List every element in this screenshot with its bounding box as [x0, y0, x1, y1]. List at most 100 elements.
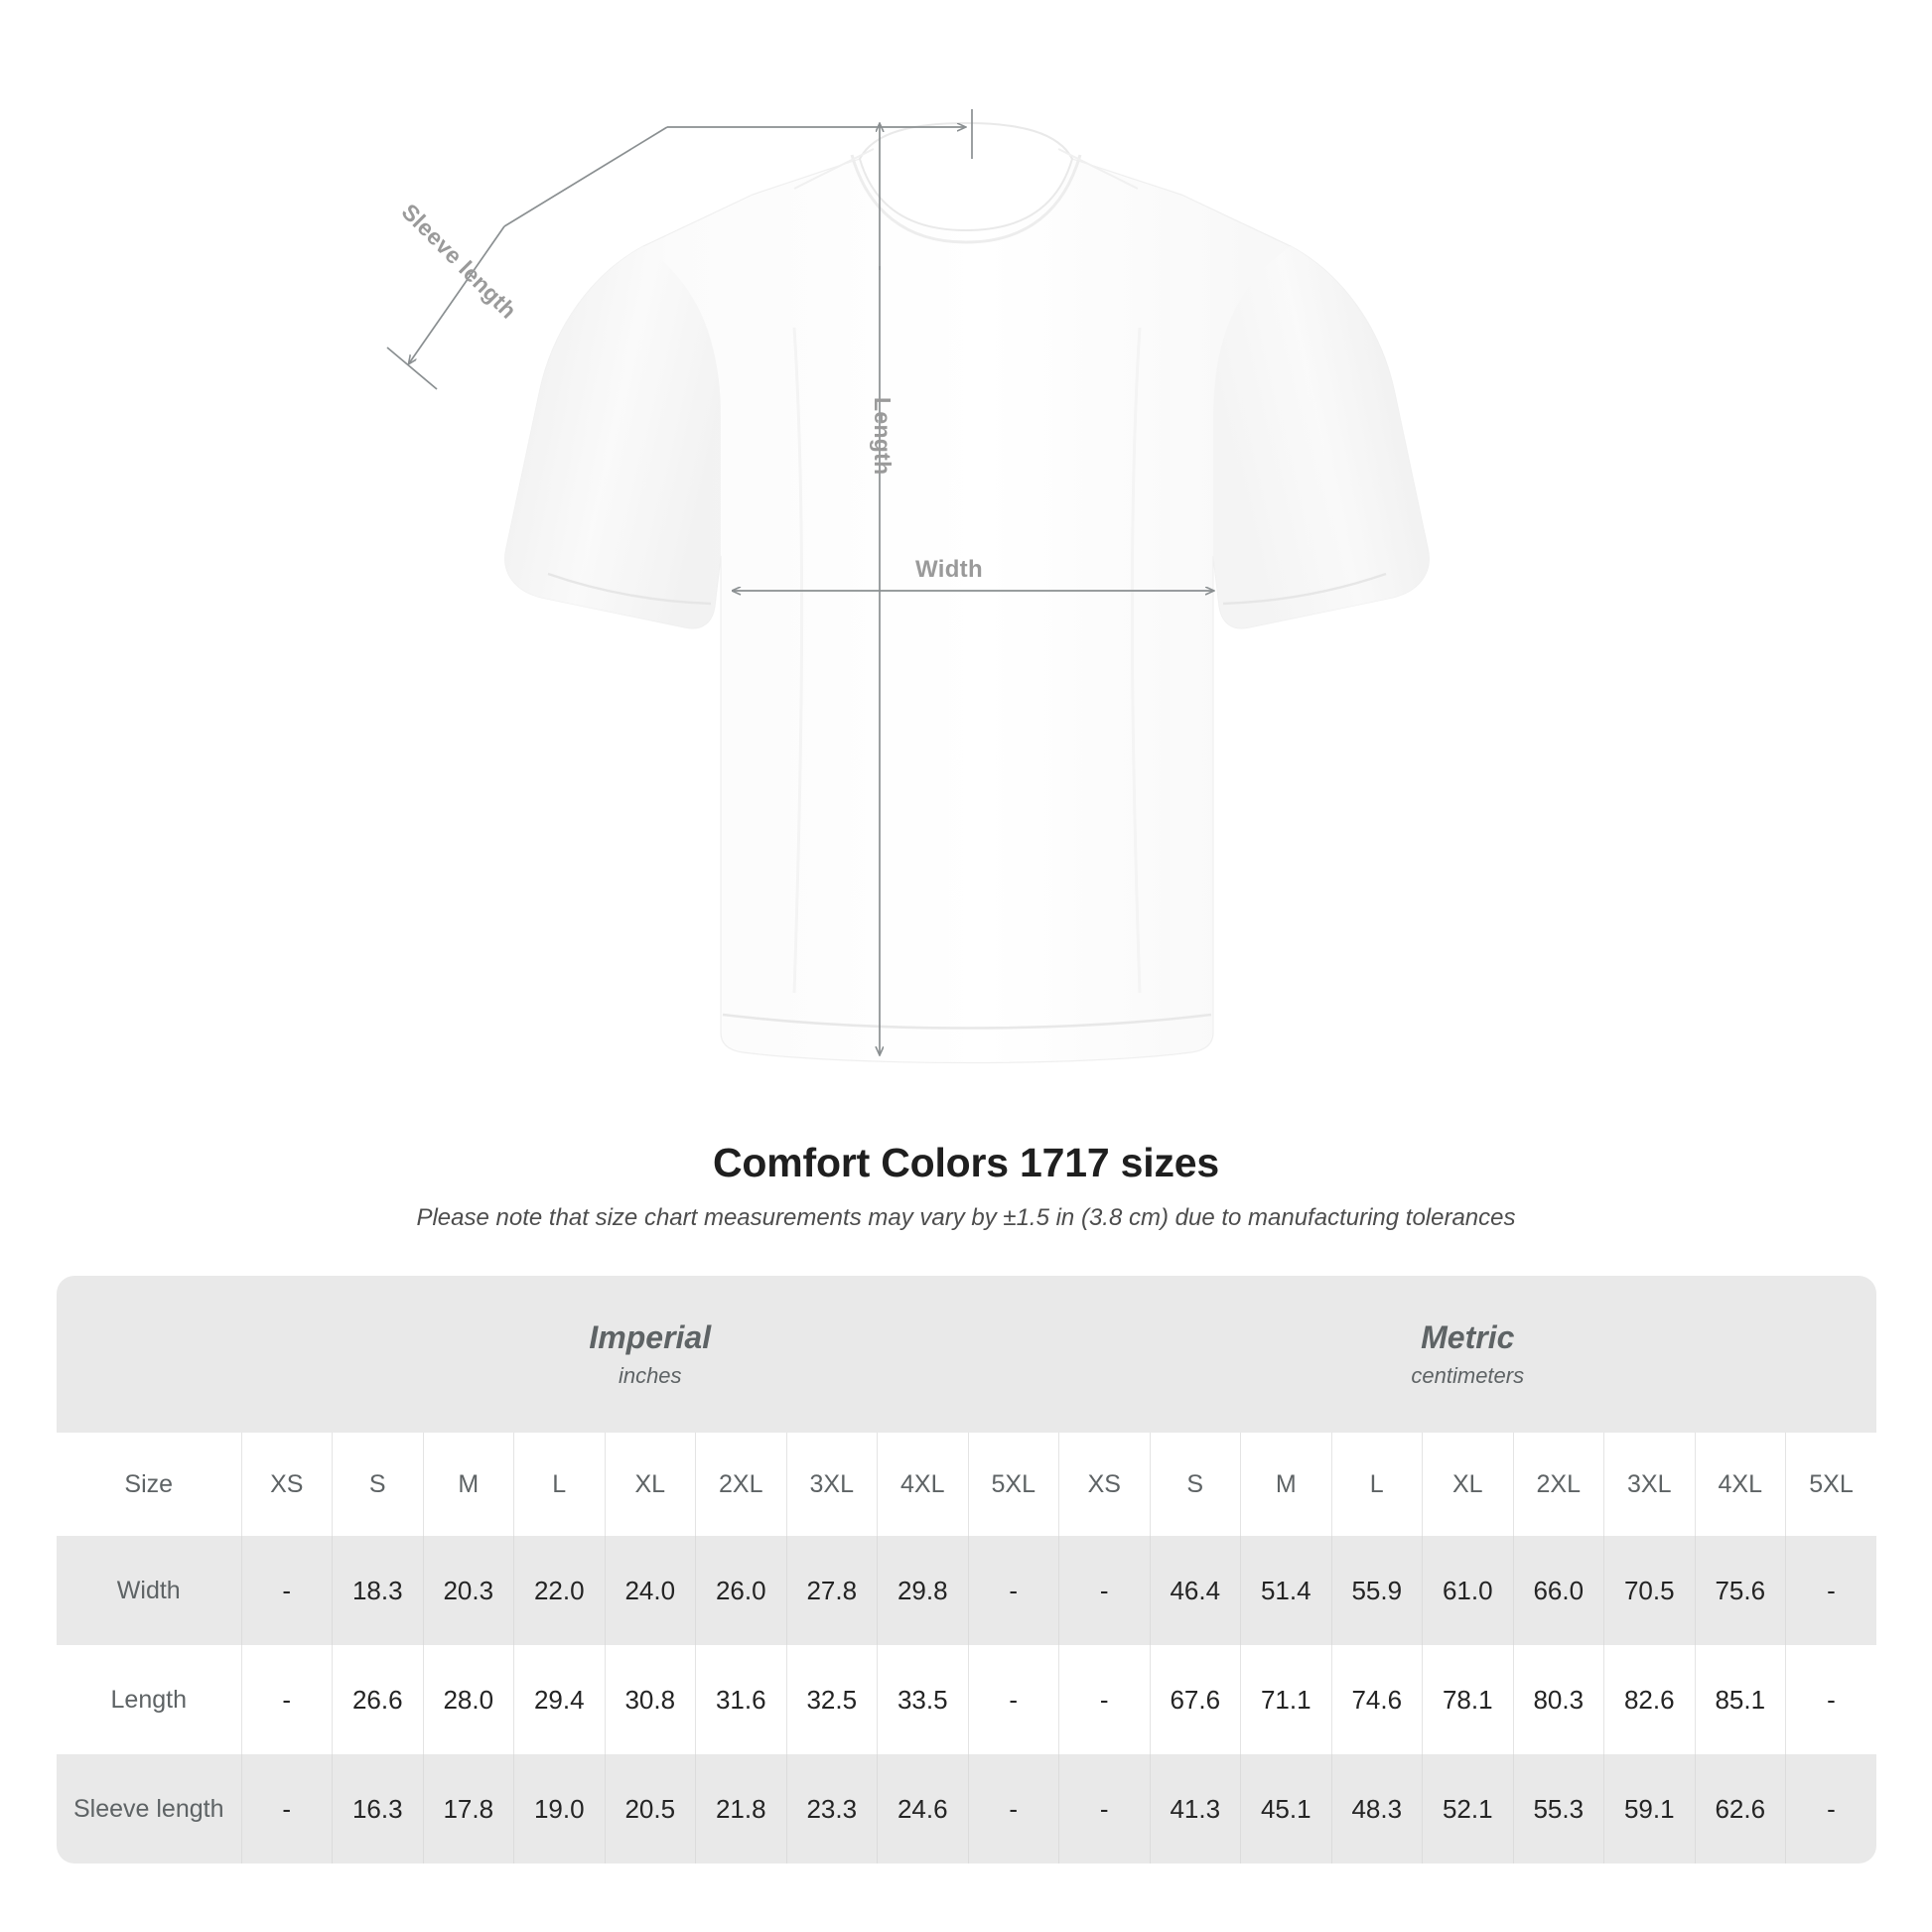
cell-width-metric-s: 46.4 [1149, 1536, 1241, 1645]
cell-length-imperial-xl: 30.8 [604, 1645, 696, 1754]
size-chart-table: Imperial inches Metric centimeters Size … [57, 1276, 1876, 1863]
cell-sleeve-metric-3xl: 59.1 [1603, 1754, 1695, 1863]
cell-sleeve-metric-l: 48.3 [1330, 1754, 1423, 1863]
cell-width-metric-3xl: 70.5 [1603, 1536, 1695, 1645]
collar-ribbing [850, 154, 1082, 244]
cell-sleeve-imperial-3xl: 23.3 [785, 1754, 878, 1863]
sleeve-guide-upper [503, 126, 668, 227]
width-label: Width [915, 556, 983, 583]
cell-sleeve-metric-2xl: 55.3 [1512, 1754, 1604, 1863]
tolerance-note: Please note that size chart measurements… [416, 1204, 1516, 1231]
size-header-label: Size [57, 1433, 241, 1536]
row-label-length: Length [57, 1645, 241, 1754]
cell-width-metric-xs: - [1058, 1536, 1150, 1645]
size-header-row: Size XS S M L XL 2XL 3XL 4XL 5XL XS S M … [57, 1433, 1876, 1536]
cell-sleeve-imperial-m: 17.8 [422, 1754, 514, 1863]
cell-length-imperial-s: 26.6 [332, 1645, 423, 1754]
unit-cell-imperial: Imperial inches [241, 1276, 1059, 1433]
size-header-imperial-3xl: 3XL [785, 1433, 878, 1536]
table-row: Sleeve length - 16.3 17.8 19.0 20.5 21.8… [57, 1754, 1876, 1863]
row-label-sleeve-length: Sleeve length [57, 1754, 241, 1863]
cell-width-metric-m: 51.4 [1240, 1536, 1331, 1645]
cell-width-imperial-l: 22.0 [513, 1536, 605, 1645]
size-header-imperial-xl: XL [604, 1433, 696, 1536]
cell-width-metric-xl: 61.0 [1422, 1536, 1513, 1645]
cell-width-imperial-5xl: - [967, 1536, 1059, 1645]
cell-sleeve-imperial-5xl: - [967, 1754, 1059, 1863]
cell-sleeve-metric-m: 45.1 [1240, 1754, 1331, 1863]
right-sleeve-hem [1222, 572, 1387, 606]
cell-sleeve-metric-s: 41.3 [1149, 1754, 1241, 1863]
cell-length-metric-5xl: - [1785, 1645, 1876, 1754]
left-sleeve-hem [547, 572, 712, 606]
size-header-metric-xl: XL [1422, 1433, 1513, 1536]
body-hem [722, 1013, 1212, 1030]
size-header-imperial-2xl: 2XL [695, 1433, 786, 1536]
length-label: Length [870, 397, 896, 476]
cell-sleeve-imperial-4xl: 24.6 [877, 1754, 968, 1863]
tshirt-diagram-svg [386, 109, 1430, 1064]
fabric-fold-right [1130, 327, 1142, 994]
shirt-left-sleeve [504, 246, 721, 628]
cell-sleeve-metric-5xl: - [1785, 1754, 1876, 1863]
shirt-right-sleeve [1213, 246, 1430, 628]
cell-width-metric-5xl: - [1785, 1536, 1876, 1645]
left-shoulder-seam [793, 148, 875, 190]
size-header-metric-5xl: 5XL [1785, 1433, 1876, 1536]
cell-length-metric-4xl: 85.1 [1694, 1645, 1786, 1754]
unit-row-spacer [57, 1276, 241, 1433]
cell-length-imperial-3xl: 32.5 [785, 1645, 878, 1754]
cell-length-imperial-5xl: - [967, 1645, 1059, 1754]
size-header-imperial-m: M [422, 1433, 514, 1536]
measurement-lines [386, 109, 1213, 1054]
chart-heading: Comfort Colors 1717 sizes Please note th… [0, 1140, 1932, 1232]
cell-width-imperial-xs: - [240, 1536, 333, 1645]
tshirt-illustration: Sleeve length Length Width [386, 109, 1430, 1064]
sleeve-length-arrow [409, 225, 505, 363]
tshirt-graphic [504, 121, 1430, 1064]
cell-sleeve-imperial-2xl: 21.8 [695, 1754, 786, 1863]
size-header-imperial-l: L [513, 1433, 605, 1536]
size-header-imperial-5xl: 5XL [967, 1433, 1059, 1536]
cell-width-imperial-s: 18.3 [332, 1536, 423, 1645]
cell-length-metric-l: 74.6 [1330, 1645, 1423, 1754]
size-chart-table-container: Imperial inches Metric centimeters Size … [57, 1276, 1876, 1863]
table-row: Width - 18.3 20.3 22.0 24.0 26.0 27.8 29… [57, 1536, 1876, 1645]
table-row: Length - 26.6 28.0 29.4 30.8 31.6 32.5 3… [57, 1645, 1876, 1754]
cell-length-metric-m: 71.1 [1240, 1645, 1331, 1754]
cell-width-imperial-2xl: 26.0 [695, 1536, 786, 1645]
cell-width-imperial-4xl: 29.8 [877, 1536, 968, 1645]
unit-sub-metric: centimeters [1411, 1362, 1525, 1388]
unit-name-metric: Metric [1421, 1318, 1515, 1355]
right-shoulder-seam [1057, 148, 1139, 190]
size-header-metric-3xl: 3XL [1603, 1433, 1695, 1536]
cell-length-metric-s: 67.6 [1149, 1645, 1241, 1754]
size-header-metric-2xl: 2XL [1512, 1433, 1604, 1536]
cell-sleeve-imperial-xl: 20.5 [604, 1754, 696, 1863]
cell-length-imperial-xs: - [240, 1645, 333, 1754]
size-header-metric-4xl: 4XL [1694, 1433, 1786, 1536]
cell-width-imperial-3xl: 27.8 [785, 1536, 878, 1645]
cell-length-metric-xl: 78.1 [1422, 1645, 1513, 1754]
row-label-width: Width [57, 1536, 241, 1645]
cell-sleeve-imperial-s: 16.3 [332, 1754, 423, 1863]
cell-width-metric-l: 55.9 [1330, 1536, 1423, 1645]
size-header-metric-s: S [1149, 1433, 1241, 1536]
sleeve-end-tick [386, 346, 438, 390]
unit-name-imperial: Imperial [589, 1318, 712, 1355]
cell-sleeve-metric-xl: 52.1 [1422, 1754, 1513, 1863]
unit-sub-imperial: inches [618, 1362, 682, 1388]
size-header-metric-l: L [1330, 1433, 1423, 1536]
fabric-fold-left [792, 327, 804, 994]
page-title: Comfort Colors 1717 sizes [713, 1140, 1219, 1185]
size-header-metric-xs: XS [1058, 1433, 1150, 1536]
cell-width-metric-2xl: 66.0 [1512, 1536, 1604, 1645]
size-header-metric-m: M [1240, 1433, 1331, 1536]
cell-sleeve-metric-xs: - [1058, 1754, 1150, 1863]
cell-length-metric-2xl: 80.3 [1512, 1645, 1604, 1754]
size-header-imperial-s: S [332, 1433, 423, 1536]
cell-sleeve-imperial-l: 19.0 [513, 1754, 605, 1863]
cell-length-metric-3xl: 82.6 [1603, 1645, 1695, 1754]
shirt-collar [858, 121, 1074, 232]
